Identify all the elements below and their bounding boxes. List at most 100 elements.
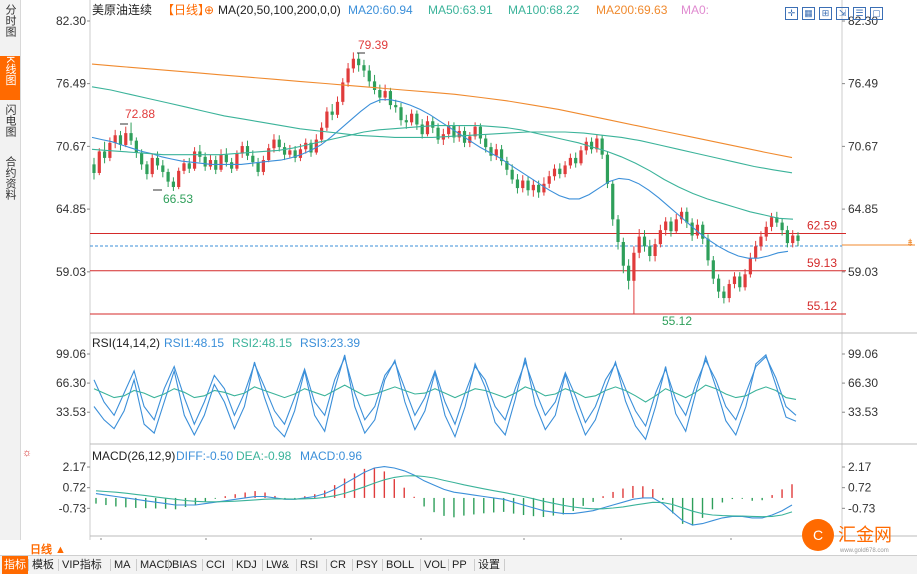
price-header-part: MA100:68.22 — [508, 3, 580, 17]
candle-body — [701, 224, 705, 239]
candle-body — [447, 125, 451, 135]
candle-body — [648, 246, 652, 257]
period-button[interactable]: 日线 ▲ — [30, 544, 66, 556]
candle-body — [484, 138, 488, 148]
candle-body — [383, 91, 387, 98]
toolbar-tab-lw[interactable]: LW& — [266, 559, 290, 571]
toolbar-separator — [58, 559, 59, 571]
toolbar-tab-pp[interactable]: PP — [452, 559, 467, 571]
candle-body — [166, 171, 170, 182]
toolbar-tab-cr[interactable]: CR — [330, 559, 346, 571]
macd-dea-line — [95, 475, 793, 518]
toolbar-tab-cci[interactable]: CCI — [206, 559, 225, 571]
candle-body — [304, 142, 308, 150]
close-icon[interactable]: ▢ — [870, 7, 883, 20]
candle-body — [388, 91, 393, 106]
candle-body — [140, 152, 144, 165]
toolbar-tab-vol[interactable]: VOL — [424, 559, 447, 571]
candle-body — [346, 68, 350, 83]
price-header-part: ⊕ — [204, 3, 214, 17]
candle-body — [150, 157, 154, 175]
candle-body — [574, 157, 578, 164]
toolbar-tab-bias[interactable]: BIAS — [172, 559, 198, 571]
candle-body — [394, 105, 398, 108]
toolbar-tab-指标[interactable]: 指标 — [2, 556, 28, 574]
toolbar-tab-rsi[interactable]: RSI — [300, 559, 319, 571]
candle-body — [658, 230, 662, 245]
candle-body — [584, 141, 588, 151]
candle-body — [664, 221, 668, 231]
tab-contract-info[interactable]: 合约资料 — [0, 156, 20, 214]
left-sidebar: 分时图 K线图 闪电图 合约资料 — [0, 0, 21, 540]
toolbar-tab-设置[interactable]: 设置 — [478, 559, 500, 571]
toolbar-separator — [202, 559, 203, 571]
tab-timeshare[interactable]: 分时图 — [0, 4, 20, 48]
tab-flash-chart[interactable]: 闪电图 — [0, 104, 20, 148]
toolbar-tab-模板[interactable]: 模板 — [32, 559, 54, 571]
candle-body — [177, 170, 181, 188]
candle-body — [579, 150, 583, 164]
candle-body — [256, 162, 260, 172]
toolbar-tab-psy[interactable]: PSY — [356, 559, 379, 571]
rsi-header-part: RSI3:23.39 — [300, 336, 360, 350]
candle-body — [92, 164, 96, 173]
rsi-line-rsi2 — [93, 384, 797, 403]
candle-body — [145, 164, 149, 175]
crosshair-icon[interactable]: ✛ — [785, 7, 798, 20]
candle-body — [203, 156, 207, 167]
toolbar-tab-boll[interactable]: BOLL — [386, 559, 415, 571]
toolbar-tab-macd[interactable]: MACD — [140, 559, 173, 571]
toolbar-separator — [474, 559, 475, 571]
candle-body — [341, 82, 345, 102]
horizontal-line-label: 55.12 — [807, 299, 837, 313]
candle-body — [452, 125, 456, 138]
price-header-part: MA(20,50,100,200,0,0) — [218, 3, 341, 17]
y-tick-label: 2.17 — [63, 460, 87, 474]
ma-line-ma20 — [91, 99, 789, 259]
y-tick-label: 64.85 — [848, 202, 878, 216]
candle-body — [298, 149, 303, 158]
price-annotation: 66.53 — [163, 192, 193, 206]
candle-body — [357, 58, 361, 66]
candle-body — [621, 241, 625, 266]
toolbar-tab-ma[interactable]: MA — [114, 559, 131, 571]
candle-body — [780, 222, 784, 231]
candle-body — [616, 219, 620, 242]
toolbar-separator — [326, 559, 327, 571]
tab-label: 合约资料 — [4, 156, 16, 200]
candle-body — [738, 276, 742, 288]
macd-header-part: MACD:0.96 — [300, 449, 362, 463]
tab-label: 分时图 — [4, 4, 16, 37]
tab-kline[interactable]: K线图 — [0, 56, 20, 100]
toolbar-tab-kdj[interactable]: KDJ — [236, 559, 257, 571]
y-tick-label: 64.85 — [56, 202, 86, 216]
expand-icon[interactable]: ⇲ — [836, 7, 849, 20]
macd-header-part: MACD(26,12,9) — [92, 449, 175, 463]
layout-icon[interactable]: ▦ — [802, 7, 815, 20]
candle-body — [118, 135, 123, 145]
chart-area[interactable]: 82.30 82.30 76.49 76.49 70.67 70.67 64.85 64.85… — [20, 0, 917, 552]
candle-body — [785, 230, 790, 244]
candle-body — [542, 183, 546, 193]
y-tick-label: 76.49 — [56, 77, 86, 91]
y-tick-label: 33.53 — [56, 405, 86, 419]
candle-body — [595, 138, 599, 150]
candle-body — [314, 139, 318, 153]
price-header-part: 美原油连续 — [92, 2, 152, 17]
rsi-header-part: RSI1:48.15 — [164, 336, 224, 350]
settings-icon[interactable]: ☰ — [853, 7, 866, 20]
toolbar-separator — [448, 559, 449, 571]
candle-body — [367, 70, 371, 82]
candle-body — [791, 235, 795, 244]
candle-body — [155, 157, 160, 166]
candle-body — [754, 246, 758, 259]
candle-body — [632, 252, 636, 281]
candle-body — [505, 161, 509, 170]
candle-body — [499, 149, 504, 162]
toolbar-tab-vip指标[interactable]: VIP指标 — [62, 559, 102, 571]
candle-body — [198, 151, 202, 157]
candle-body — [722, 291, 726, 299]
candle-body — [129, 133, 133, 141]
grid-icon[interactable]: ⊞ — [819, 7, 832, 20]
